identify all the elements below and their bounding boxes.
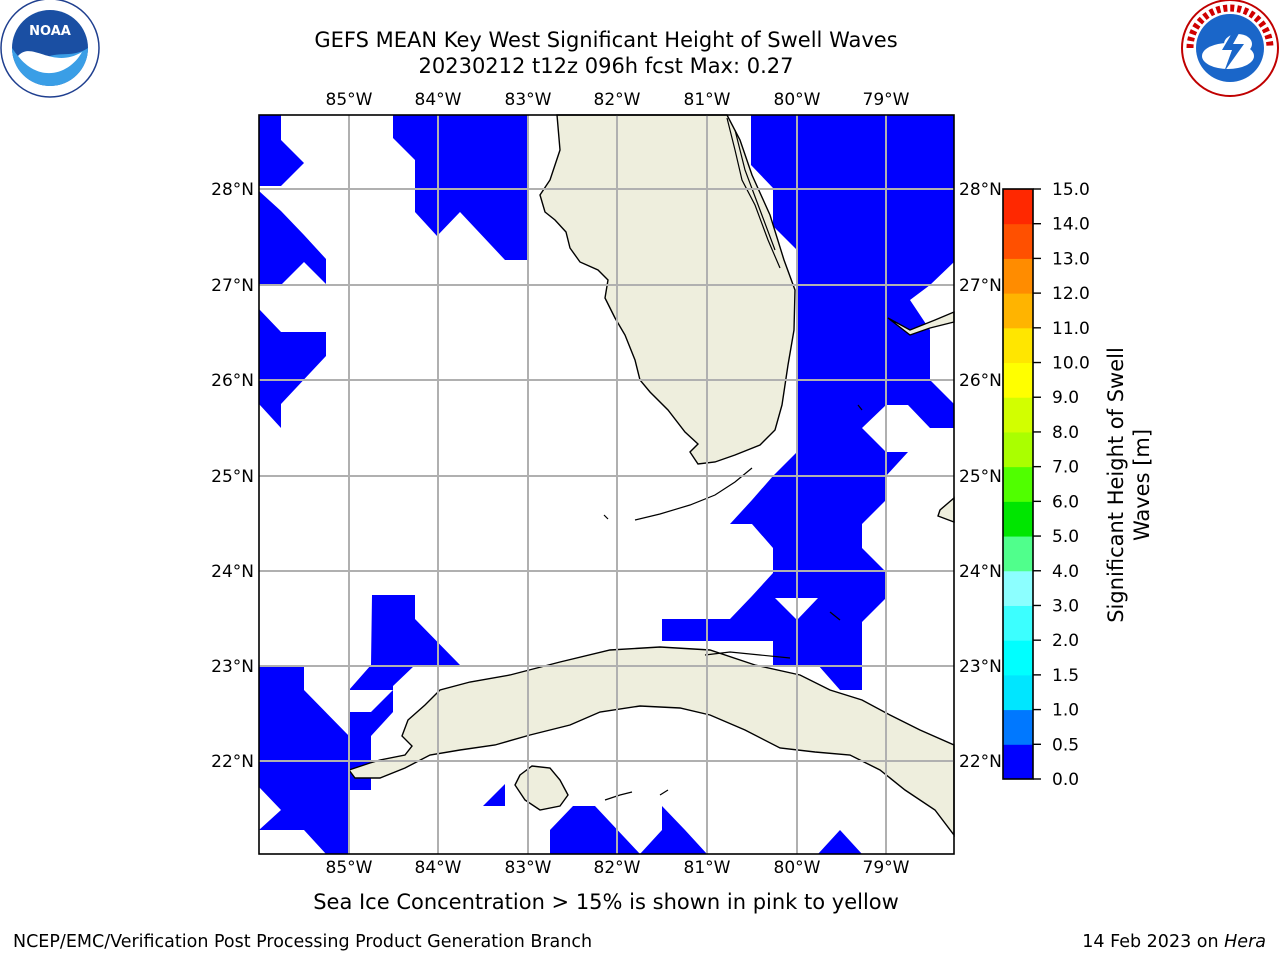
graticule	[259, 115, 954, 854]
lat-label: 23°N	[211, 657, 254, 677]
chart-title: GEFS MEAN Key West Significant Height of…	[314, 28, 898, 52]
colorbar-label-line1: Significant Height of Swell	[1104, 347, 1128, 623]
colorbar-tick-label: 12.0	[1052, 284, 1090, 304]
chart-subtitle: 20230212 t12z 096h fcst Max: 0.27	[418, 54, 794, 78]
colorbar-segment	[1003, 223, 1033, 259]
lon-label: 80°W	[774, 90, 821, 110]
credit-text: NCEP/EMC/Verification Post Processing Pr…	[13, 932, 593, 952]
lon-label: 84°W	[415, 858, 462, 878]
colorbar-tick-label: 8.0	[1052, 423, 1079, 443]
swell-patch	[483, 784, 505, 806]
lon-label: 79°W	[863, 858, 910, 878]
lon-label: 79°W	[863, 90, 910, 110]
colorbar-tick-label: 11.0	[1052, 319, 1090, 339]
colorbar-tick-label: 0.5	[1052, 735, 1079, 755]
sea-ice-note: Sea Ice Concentration > 15% is shown in …	[313, 890, 899, 914]
colorbar-tick-label: 7.0	[1052, 458, 1079, 478]
lon-label: 82°W	[594, 858, 641, 878]
colorbar-label-line2: Waves [m]	[1130, 429, 1154, 541]
colorbar	[1003, 189, 1033, 780]
colorbar-tick-label: 1.5	[1052, 666, 1079, 686]
colorbar-ticks: 0.0 0.5 1.0 1.5 2.0 3.0 4.0 5.0 6.0 7.0 8.0 9.0 10.0…	[1033, 180, 1090, 790]
colorbar-frame	[1002, 188, 1034, 780]
colorbar-segment	[1003, 605, 1033, 641]
colorbar-tick-label: 2.0	[1052, 631, 1079, 651]
run-date-text: 14 Feb 2023 on	[1082, 932, 1225, 952]
swell-patch	[259, 309, 326, 428]
colorbar-segment	[1003, 362, 1033, 398]
colorbar-label: Significant Height of Swell Waves [m]	[1104, 347, 1154, 623]
lat-labels-right: 28°N 27°N 26°N 25°N 24°N 23°N 22°N	[959, 180, 1002, 772]
colorbar-tick-label: 0.0	[1052, 770, 1079, 790]
lon-label: 80°W	[774, 858, 821, 878]
swell-patch	[259, 115, 304, 186]
lat-label: 28°N	[211, 180, 254, 200]
colorbar-tick-label: 3.0	[1052, 596, 1079, 616]
lat-label: 26°N	[959, 371, 1002, 391]
swell-patch	[662, 115, 954, 690]
colorbar-segment	[1003, 709, 1033, 745]
lon-label: 85°W	[326, 90, 373, 110]
lon-label: 81°W	[684, 858, 731, 878]
noaa-logo-text: NOAA	[29, 24, 71, 39]
lon-label: 83°W	[505, 858, 552, 878]
lat-label: 23°N	[959, 657, 1002, 677]
colorbar-tick-label: 13.0	[1052, 249, 1090, 269]
lat-label: 26°N	[211, 371, 254, 391]
swell-patch	[349, 595, 460, 760]
lat-labels-left: 28°N 27°N 26°N 25°N 24°N 23°N 22°N	[211, 180, 254, 772]
colorbar-segment	[1003, 536, 1033, 572]
colorbar-tick-label: 14.0	[1052, 215, 1090, 235]
lat-label: 25°N	[959, 467, 1002, 487]
colorbar-segment	[1003, 258, 1033, 294]
colorbar-segment	[1003, 570, 1033, 606]
colorbar-segment	[1003, 397, 1033, 433]
lat-label: 27°N	[959, 276, 1002, 296]
colorbar-segment	[1003, 501, 1033, 537]
lon-label: 83°W	[505, 90, 552, 110]
lon-label: 84°W	[415, 90, 462, 110]
lat-label: 24°N	[211, 562, 254, 582]
lat-label: 22°N	[211, 752, 254, 772]
lon-label: 85°W	[326, 858, 373, 878]
lat-label: 22°N	[959, 752, 1002, 772]
colorbar-tick-label: 6.0	[1052, 492, 1079, 512]
colorbar-tick-label: 1.0	[1052, 701, 1079, 721]
colorbar-segment	[1003, 466, 1033, 502]
colorbar-tick-label: 9.0	[1052, 388, 1079, 408]
lat-label: 24°N	[959, 562, 1002, 582]
colorbar-segment	[1003, 189, 1033, 225]
map-frame	[258, 114, 955, 855]
swell-patch	[259, 665, 371, 854]
run-date: 14 Feb 2023 on Hera	[1082, 932, 1266, 952]
lon-label: 82°W	[594, 90, 641, 110]
nws-logo-icon	[1181, 0, 1279, 97]
colorbar-segment	[1003, 327, 1033, 364]
lat-label: 28°N	[959, 180, 1002, 200]
colorbar-tick-label: 15.0	[1052, 180, 1090, 200]
colorbar-segment	[1003, 744, 1033, 780]
lon-labels-bottom: 85°W 84°W 83°W 82°W 81°W 80°W 79°W	[326, 858, 910, 878]
lon-labels-top: 85°W 84°W 83°W 82°W 81°W 80°W 79°W	[326, 90, 910, 110]
lat-label: 25°N	[211, 467, 254, 487]
run-host: Hera	[1224, 932, 1266, 952]
lat-label: 27°N	[211, 276, 254, 296]
swell-patch	[393, 115, 527, 260]
colorbar-segment	[1003, 674, 1033, 711]
swell-patch	[640, 806, 707, 854]
lon-label: 81°W	[684, 90, 731, 110]
swell-patch	[818, 830, 862, 854]
swell-patch	[259, 191, 326, 285]
noaa-logo-icon: NOAA	[0, 0, 100, 98]
swell-regions	[259, 115, 954, 854]
colorbar-tick-label: 4.0	[1052, 562, 1079, 582]
colorbar-segment	[1003, 431, 1033, 468]
colorbar-segment	[1003, 640, 1033, 676]
colorbar-tick-label: 5.0	[1052, 527, 1079, 547]
colorbar-segment	[1003, 293, 1033, 329]
colorbar-tick-label: 10.0	[1052, 354, 1090, 374]
